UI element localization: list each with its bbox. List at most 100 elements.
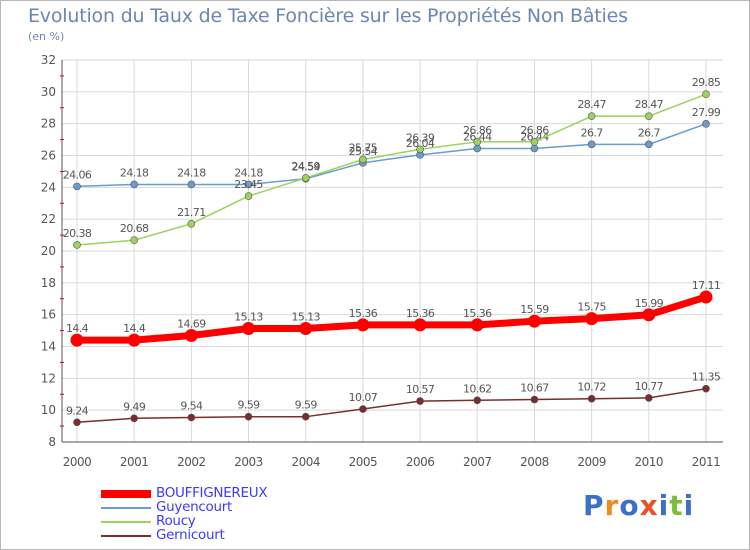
data-point (187, 413, 196, 422)
logo-letter: i (658, 489, 670, 522)
logo-letter: r (604, 489, 620, 522)
data-label: 9.54 (180, 399, 203, 412)
y-tick-label: 8 (48, 435, 56, 449)
series-line (77, 293, 708, 344)
data-label: 15.75 (577, 301, 606, 314)
data-label: 15.99 (635, 297, 664, 310)
y-axis-unit-label: (en %) (28, 30, 65, 43)
data-point (587, 140, 596, 149)
data-label: 10.62 (463, 382, 492, 395)
data-point (299, 322, 313, 336)
data-label: 11.35 (692, 371, 721, 384)
data-point (242, 322, 256, 336)
x-tick-label: 2004 (291, 455, 320, 469)
x-tick-label: 2008 (520, 455, 549, 469)
series-bouffignereux: 14.4 14.4 14.69 15.13 15.13 15.36 15.36 15.36 15… (66, 279, 721, 347)
x-tick-label: 2009 (577, 455, 606, 469)
data-label: 24.06 (63, 168, 92, 181)
data-point (473, 138, 482, 146)
data-label: 24.54 (291, 161, 320, 174)
y-tick-label: 20 (41, 244, 56, 258)
y-tick-label: 26 (41, 149, 56, 163)
data-label: 10.67 (520, 382, 549, 395)
data-label: 10.77 (635, 380, 664, 393)
data-label: 14.4 (66, 322, 89, 335)
logo-letter: t (669, 489, 684, 522)
y-tick-label: 30 (41, 85, 56, 99)
data-point (702, 90, 710, 99)
data-point (473, 396, 482, 405)
data-point (244, 192, 253, 200)
series-line (76, 123, 707, 188)
y-tick-label: 10 (41, 403, 56, 417)
data-point (413, 318, 427, 332)
data-point (530, 138, 539, 146)
data-label: 28.47 (635, 98, 664, 111)
data-label: 24.18 (234, 166, 263, 179)
data-point (702, 120, 710, 128)
data-label: 26.44 (463, 130, 492, 143)
data-point (416, 145, 424, 154)
proxiti-logo: Proxiti (583, 489, 694, 522)
data-label: 24.59 (291, 160, 320, 173)
data-label: 28.47 (577, 98, 606, 111)
legend-item: Roucy (101, 513, 351, 529)
data-point (702, 384, 710, 393)
data-label: 26.86 (463, 124, 492, 137)
chart-title: Evolution du Taux de Taxe Foncière sur l… (28, 5, 628, 27)
y-tick-label: 12 (41, 371, 56, 385)
data-label: 26.86 (520, 124, 549, 137)
data-point (642, 308, 656, 322)
data-point (416, 397, 424, 405)
data-point (645, 112, 653, 120)
data-label: 29.85 (692, 76, 721, 89)
x-tick-label: 2005 (349, 455, 378, 469)
data-label: 20.68 (120, 222, 149, 235)
data-label: 24.18 (177, 166, 206, 179)
data-point (585, 312, 599, 326)
data-label: 26.04 (406, 137, 435, 150)
data-label: 9.49 (123, 400, 146, 413)
data-point (73, 241, 81, 249)
data-label: 17.11 (692, 279, 721, 292)
legend-swatch (101, 535, 151, 537)
x-tick-label: 2000 (63, 455, 92, 469)
data-label: 10.07 (349, 391, 378, 404)
data-label: 26.44 (520, 130, 549, 143)
y-tick-label: 28 (41, 117, 56, 131)
data-point (527, 314, 541, 328)
data-label: 26.39 (406, 131, 435, 144)
data-point (187, 219, 196, 228)
data-point (530, 395, 539, 404)
data-point (130, 236, 138, 244)
y-tick-label: 22 (41, 212, 56, 226)
series-roucy: 20.38 20.68 21.71 23.45 24.59 25.75 26.39 26.86… (63, 76, 721, 249)
x-tick-label: 2002 (177, 455, 206, 469)
y-tick-label: 14 (41, 340, 56, 354)
legend-label: BOUFFIGNEREUX (156, 485, 268, 501)
data-point (359, 155, 367, 164)
logo-letter: o (619, 489, 640, 522)
x-tick-label: 2001 (120, 455, 149, 469)
data-point (699, 290, 713, 304)
legend-label: Gernicourt (156, 527, 225, 543)
y-tick-label: 18 (41, 276, 56, 290)
data-point (587, 112, 596, 120)
data-point (187, 180, 196, 189)
data-label: 25.54 (349, 145, 378, 158)
data-point (645, 394, 653, 402)
data-point (130, 180, 138, 189)
series-line (76, 93, 707, 246)
data-point (645, 140, 653, 149)
x-tick-label: 2006 (406, 455, 435, 469)
data-point (470, 318, 484, 332)
legend: BOUFFIGNEREUX Guyencourt Roucy Gernicourt (101, 485, 351, 543)
data-point (473, 144, 482, 153)
data-label: 15.13 (234, 311, 263, 324)
y-tick-label: 16 (41, 308, 56, 322)
data-label: 9.59 (295, 399, 318, 412)
legend-label: Guyencourt (156, 499, 232, 515)
series-guyencourt: 24.06 24.18 24.18 24.18 24.54 25.54 26.04 26.44… (63, 106, 721, 191)
y-tick-label: 32 (41, 53, 56, 67)
